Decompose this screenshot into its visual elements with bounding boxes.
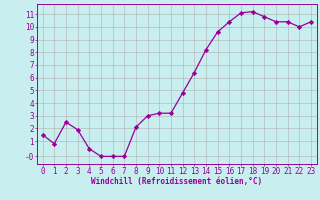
X-axis label: Windchill (Refroidissement éolien,°C): Windchill (Refroidissement éolien,°C) (91, 177, 262, 186)
